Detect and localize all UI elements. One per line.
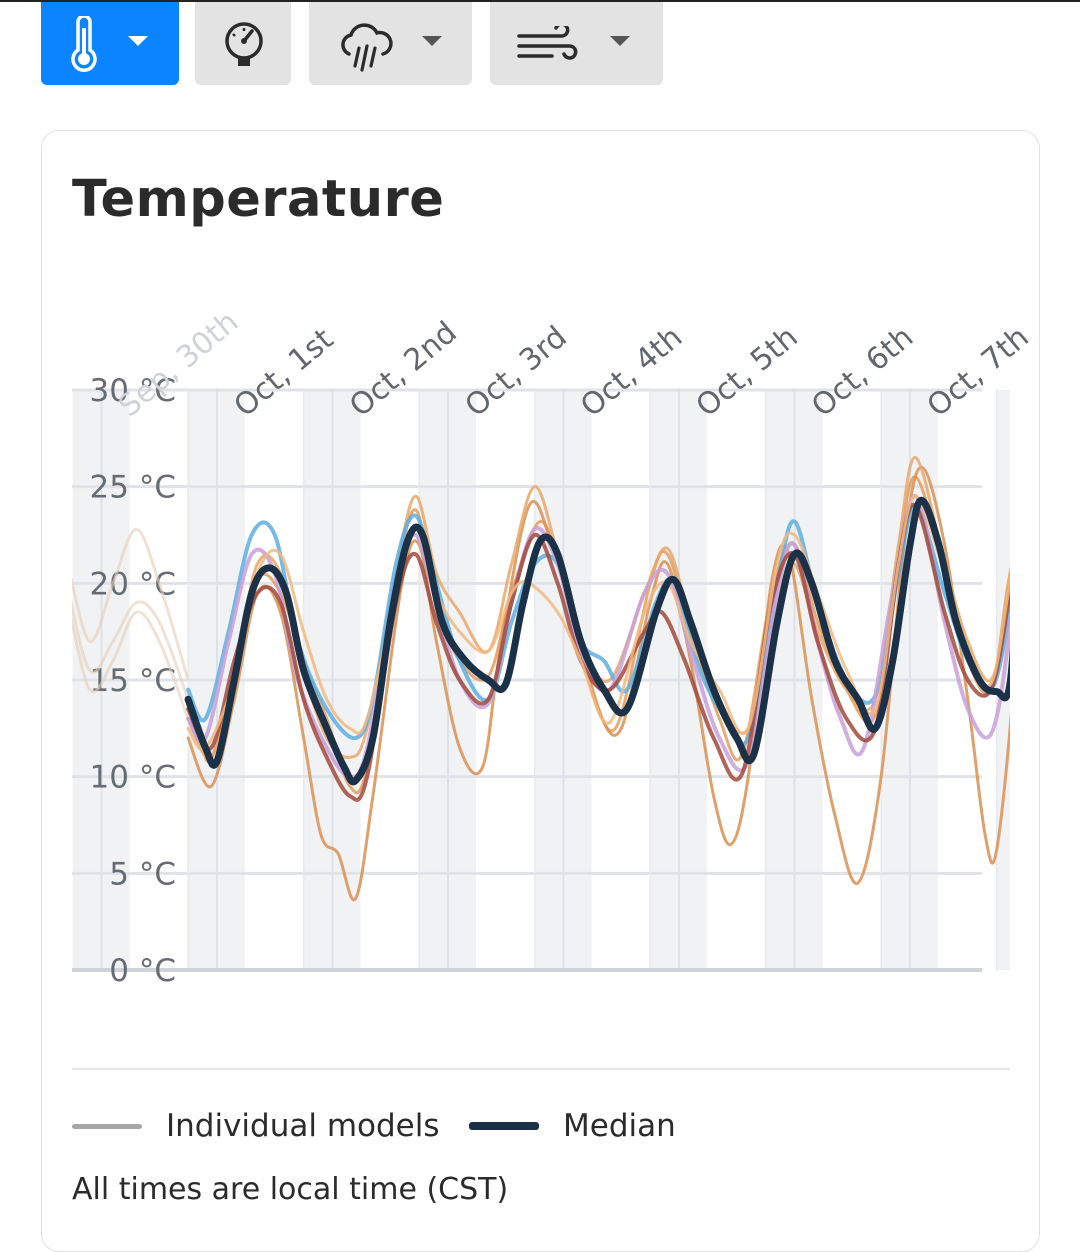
legend-label-individual: Individual models [166, 1108, 440, 1144]
x-tick-label: Oct, 7th [921, 320, 1036, 424]
chevron-down-icon [610, 36, 630, 46]
legend-swatch-median [469, 1122, 539, 1130]
legend-divider [72, 1068, 1010, 1070]
temperature-button[interactable] [41, 2, 179, 85]
wind-button[interactable] [490, 2, 663, 85]
thermometer-icon [71, 16, 97, 72]
y-tick-label: 30 °C [90, 373, 176, 409]
y-tick-label: 25 °C [90, 470, 176, 506]
history-line [72, 610, 190, 720]
y-tick-label: 5 °C [109, 856, 176, 892]
wind-icon [517, 26, 578, 60]
rain-cloud-icon [341, 23, 393, 72]
chevron-down-icon [128, 36, 148, 46]
legend-label-median: Median [563, 1108, 676, 1144]
median-line [184, 496, 1010, 786]
y-tick-label: 10 °C [90, 760, 176, 796]
pressure-button[interactable] [195, 2, 291, 85]
precipitation-button[interactable] [309, 2, 472, 85]
history-line [72, 600, 190, 700]
timezone-footnote: All times are local time (CST) [72, 1172, 509, 1207]
y-tick-label: 20 °C [90, 566, 176, 602]
top-rule [0, 0, 1080, 2]
card-title: Temperature [72, 170, 445, 229]
y-tick-label: 0 °C [109, 953, 176, 989]
legend-swatch-individual [72, 1123, 142, 1129]
legend-item-median[interactable]: Median [469, 1104, 676, 1148]
history-line [72, 527, 190, 681]
legend-item-individual[interactable]: Individual models [72, 1104, 440, 1148]
chevron-down-icon [422, 36, 442, 46]
gauge-icon [225, 22, 263, 66]
model-line [186, 494, 1010, 751]
